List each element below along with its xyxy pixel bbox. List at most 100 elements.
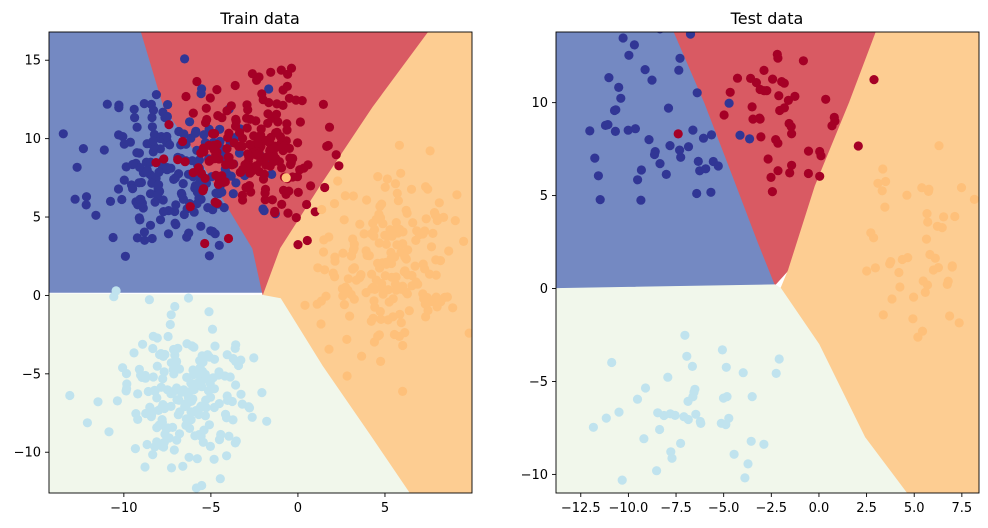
data-point-class-1 xyxy=(771,135,781,145)
x-tick-label: −5.0 xyxy=(708,501,740,516)
data-point-class-0 xyxy=(78,144,88,154)
data-point-class-3 xyxy=(195,356,205,366)
data-point-class-1 xyxy=(278,85,288,95)
data-point-class-2 xyxy=(400,252,410,262)
data-point-class-3 xyxy=(166,310,176,320)
data-point-class-1 xyxy=(302,199,312,210)
test-data-panel: Test data −12.5 −10.0 −7.5 −5.0 −2.5 0.0 2.5 5.… xyxy=(521,9,980,516)
data-point-class-0 xyxy=(165,140,175,150)
data-point-class-1 xyxy=(719,110,729,120)
data-point-class-3 xyxy=(187,341,197,351)
data-point-class-3 xyxy=(201,374,211,384)
data-point-class-0 xyxy=(609,105,620,116)
data-point-class-1 xyxy=(263,118,273,128)
data-point-class-2 xyxy=(346,289,356,300)
data-point-class-2 xyxy=(398,386,408,396)
data-point-class-0 xyxy=(129,104,139,114)
data-point-class-3 xyxy=(214,367,224,377)
data-point-class-1 xyxy=(231,114,241,124)
data-point-class-2 xyxy=(464,328,472,338)
data-point-class-3 xyxy=(747,392,757,402)
data-point-class-2 xyxy=(880,202,890,212)
data-point-class-0 xyxy=(590,153,600,163)
data-point-class-0 xyxy=(185,117,195,127)
data-point-class-3 xyxy=(639,434,649,444)
data-point-class-1 xyxy=(173,155,183,165)
y-tick-label: −5 xyxy=(529,375,548,390)
data-point-class-0 xyxy=(600,120,611,130)
axes-frame xyxy=(48,31,473,494)
data-point-class-2 xyxy=(329,199,340,209)
data-point-class-2 xyxy=(933,263,944,273)
data-point-class-2 xyxy=(947,262,957,272)
data-point-class-1 xyxy=(869,75,879,85)
data-point-class-2 xyxy=(355,219,365,229)
data-point-class-3 xyxy=(617,475,627,485)
data-point-class-3 xyxy=(607,357,617,368)
data-point-class-1 xyxy=(251,161,261,171)
data-point-class-0 xyxy=(130,113,140,123)
data-point-class-3 xyxy=(82,418,92,428)
data-point-class-1 xyxy=(766,172,776,182)
data-point-class-2 xyxy=(429,208,440,218)
data-point-class-2 xyxy=(375,201,385,211)
data-point-class-0 xyxy=(595,195,605,205)
data-point-class-2 xyxy=(369,296,379,306)
data-point-class-2 xyxy=(392,240,402,250)
data-point-class-3 xyxy=(237,399,247,409)
data-point-class-1 xyxy=(790,91,800,101)
data-point-class-3 xyxy=(111,286,121,296)
data-point-class-1 xyxy=(254,148,264,159)
data-point-class-3 xyxy=(774,354,784,364)
data-point-class-2 xyxy=(382,174,392,184)
data-point-class-0 xyxy=(692,188,702,199)
data-point-class-2 xyxy=(877,186,887,196)
data-point-class-2 xyxy=(324,344,334,354)
data-point-class-2 xyxy=(376,356,386,366)
data-point-class-1 xyxy=(211,170,221,180)
data-point-class-0 xyxy=(196,221,206,231)
data-point-class-0 xyxy=(655,159,665,169)
data-point-class-3 xyxy=(209,402,219,413)
data-point-class-0 xyxy=(178,179,188,189)
data-point-class-2 xyxy=(969,194,979,204)
data-point-class-2 xyxy=(918,276,928,286)
data-point-class-3 xyxy=(144,295,154,305)
data-point-class-2 xyxy=(420,299,430,309)
data-point-class-1 xyxy=(322,141,332,151)
data-point-class-0 xyxy=(585,126,595,136)
data-point-class-2 xyxy=(373,258,383,268)
data-point-class-3 xyxy=(689,387,699,397)
data-point-class-1 xyxy=(261,160,271,170)
data-point-class-2 xyxy=(924,184,934,194)
data-point-class-0 xyxy=(139,99,149,109)
data-point-class-1 xyxy=(223,233,234,244)
data-point-class-3 xyxy=(205,441,215,451)
data-point-class-1 xyxy=(806,10,815,19)
data-point-class-3 xyxy=(163,331,173,342)
data-point-class-2 xyxy=(421,312,431,322)
data-point-class-1 xyxy=(268,150,279,161)
data-point-class-3 xyxy=(184,452,194,462)
data-point-class-0 xyxy=(178,194,188,204)
data-point-class-0 xyxy=(182,232,192,242)
data-point-class-1 xyxy=(237,141,247,151)
data-point-class-1 xyxy=(767,187,778,197)
data-point-class-1 xyxy=(229,138,239,148)
data-point-class-0 xyxy=(99,145,109,155)
data-point-class-1 xyxy=(151,158,161,168)
data-point-class-2 xyxy=(954,318,964,328)
data-point-class-0 xyxy=(163,229,174,239)
data-point-class-3 xyxy=(740,473,750,483)
data-point-class-1 xyxy=(784,118,794,129)
data-point-class-2 xyxy=(320,265,330,275)
data-point-class-2 xyxy=(346,250,357,261)
data-point-class-1 xyxy=(284,143,294,153)
data-point-class-1 xyxy=(244,181,254,191)
data-point-class-1 xyxy=(284,93,294,103)
data-point-class-1 xyxy=(785,168,795,178)
y-tick-label: 10 xyxy=(24,132,41,147)
data-point-class-2 xyxy=(870,263,881,273)
data-point-class-1 xyxy=(210,129,220,139)
data-point-class-3 xyxy=(718,393,729,403)
